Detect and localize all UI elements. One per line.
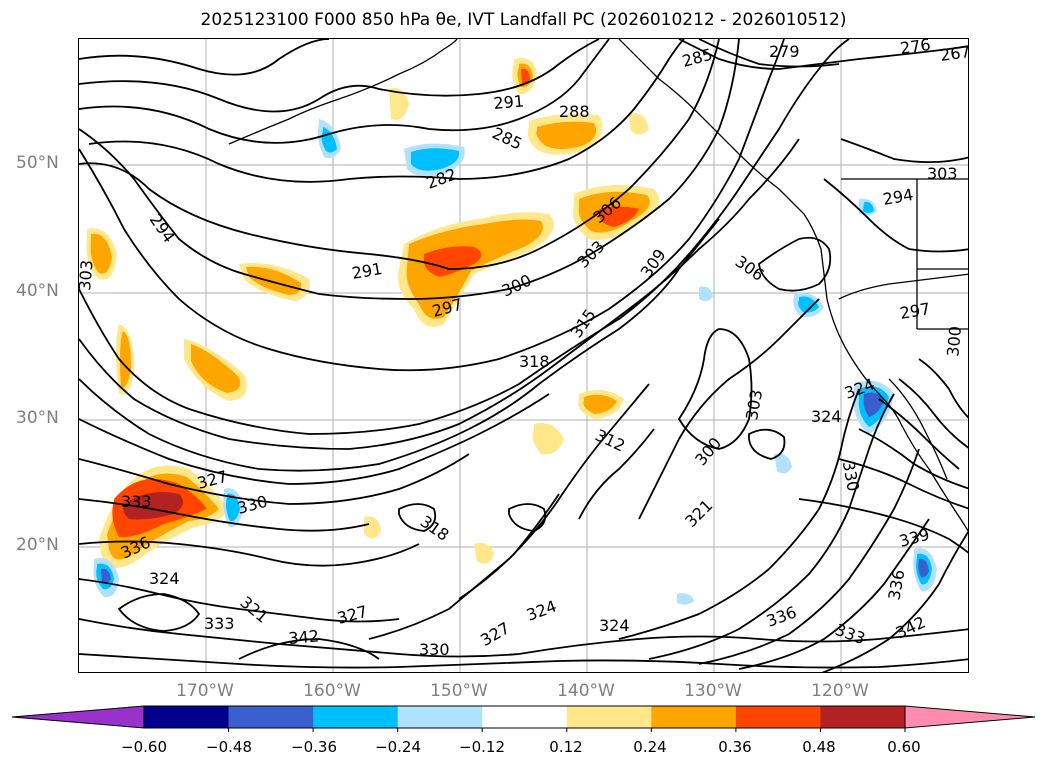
lat-tick-label: 20°N (16, 535, 59, 555)
lon-tick-label: 170°W (176, 681, 234, 701)
contour-label: 309 (637, 245, 670, 281)
contour-label: 342 (288, 626, 320, 648)
colorbar-segment (566, 706, 652, 728)
contour-label: 285 (489, 123, 525, 153)
contour-label: 318 (519, 352, 550, 371)
colorbar-extend-max (904, 705, 1036, 729)
contour-label: 291 (350, 259, 383, 283)
colorbar-tick-label: 0.48 (802, 738, 836, 756)
contour-label: 297 (898, 299, 931, 323)
contour-label: 336 (764, 602, 799, 630)
contour-label: 321 (681, 496, 716, 531)
theta-e-contours (79, 39, 968, 672)
contour-map: 276 267 279 285 288 291 285 282 291 294 … (79, 39, 969, 672)
colorbar-segment (735, 706, 821, 728)
contour-label: 327 (477, 618, 513, 650)
contour-label: 291 (493, 91, 525, 113)
contour-label: 342 (893, 612, 929, 642)
colorbar-outline (143, 705, 906, 729)
colorbar-segment (397, 706, 483, 728)
lat-tick-label: 50°N (16, 153, 59, 173)
contour-label: 294 (881, 185, 914, 209)
contour-label: 333 (204, 614, 235, 633)
lon-tick-label: 150°W (430, 681, 488, 701)
colorbar-segment (144, 706, 230, 728)
colorbar-tick-label: −0.48 (206, 738, 252, 756)
contour-label: 303 (79, 259, 97, 291)
contour-label: 315 (567, 305, 600, 341)
colorbar-tick-label: −0.12 (459, 738, 505, 756)
contour-label: 312 (592, 425, 628, 455)
contour-label: 324 (149, 569, 180, 588)
colorbar-segments (11, 705, 1036, 732)
contour-label: 324 (599, 616, 630, 635)
colorbar-tick-label: 0.24 (633, 738, 667, 756)
lon-tick-label: 160°W (303, 681, 361, 701)
colorbar-tick-label: 0.36 (718, 738, 752, 756)
contour-label: 321 (236, 593, 272, 627)
colorbar (11, 705, 1036, 732)
lat-tick-label: 30°N (16, 408, 59, 428)
colorbar-segment (651, 706, 737, 728)
contour-label: 303 (742, 388, 766, 421)
lat-tick-label: 40°N (16, 281, 59, 301)
contour-label: 267 (939, 42, 969, 65)
lon-tick-label: 130°W (684, 681, 742, 701)
contour-label: 288 (559, 102, 590, 121)
contour-labels: 276 267 279 285 288 291 285 282 291 294 … (79, 39, 969, 659)
contour-label: 336 (884, 568, 908, 601)
contour-label: 303 (573, 237, 608, 272)
map-panel: 276 267 279 285 288 291 285 282 291 294 … (78, 38, 969, 673)
contour-label: 279 (769, 42, 800, 61)
contour-label: 333 (833, 620, 868, 648)
negative-shading (93, 119, 937, 605)
contour-label: 330 (839, 460, 863, 493)
colorbar-segment (820, 706, 906, 728)
coastlines (228, 39, 968, 532)
contour-label: 300 (943, 325, 965, 357)
contour-label: 318 (417, 512, 453, 545)
contour-label: 333 (121, 492, 152, 511)
contour-label: 303 (927, 164, 958, 183)
colorbar-tick-label: −0.36 (291, 738, 337, 756)
contour-label: 300 (499, 270, 535, 300)
positive-shading (86, 58, 659, 568)
colorbar-tick-label: 0.12 (549, 738, 583, 756)
contour-label: 306 (732, 252, 768, 285)
lon-tick-label: 140°W (557, 681, 615, 701)
contour-label: 285 (680, 45, 714, 71)
colorbar-tick-label: −0.24 (375, 738, 421, 756)
contour-label: 294 (146, 210, 179, 246)
colorbar-segment (228, 706, 314, 728)
colorbar-tick-label: −0.60 (121, 738, 167, 756)
lon-tick-label: 120°W (811, 681, 869, 701)
contour-label: 324 (811, 407, 842, 426)
colorbar-extend-min (11, 705, 145, 729)
contour-label: 330 (235, 492, 269, 518)
colorbar-segment (482, 706, 568, 728)
contour-label: 330 (419, 640, 450, 659)
colorbar-segment (313, 706, 399, 728)
map-title: 2025123100 F000 850 hPa θe, IVT Landfall… (200, 10, 847, 30)
contour-label: 324 (524, 596, 559, 624)
contour-label: 327 (335, 602, 369, 628)
colorbar-tick-label: 0.60 (887, 738, 921, 756)
contour-label: 276 (899, 39, 932, 58)
